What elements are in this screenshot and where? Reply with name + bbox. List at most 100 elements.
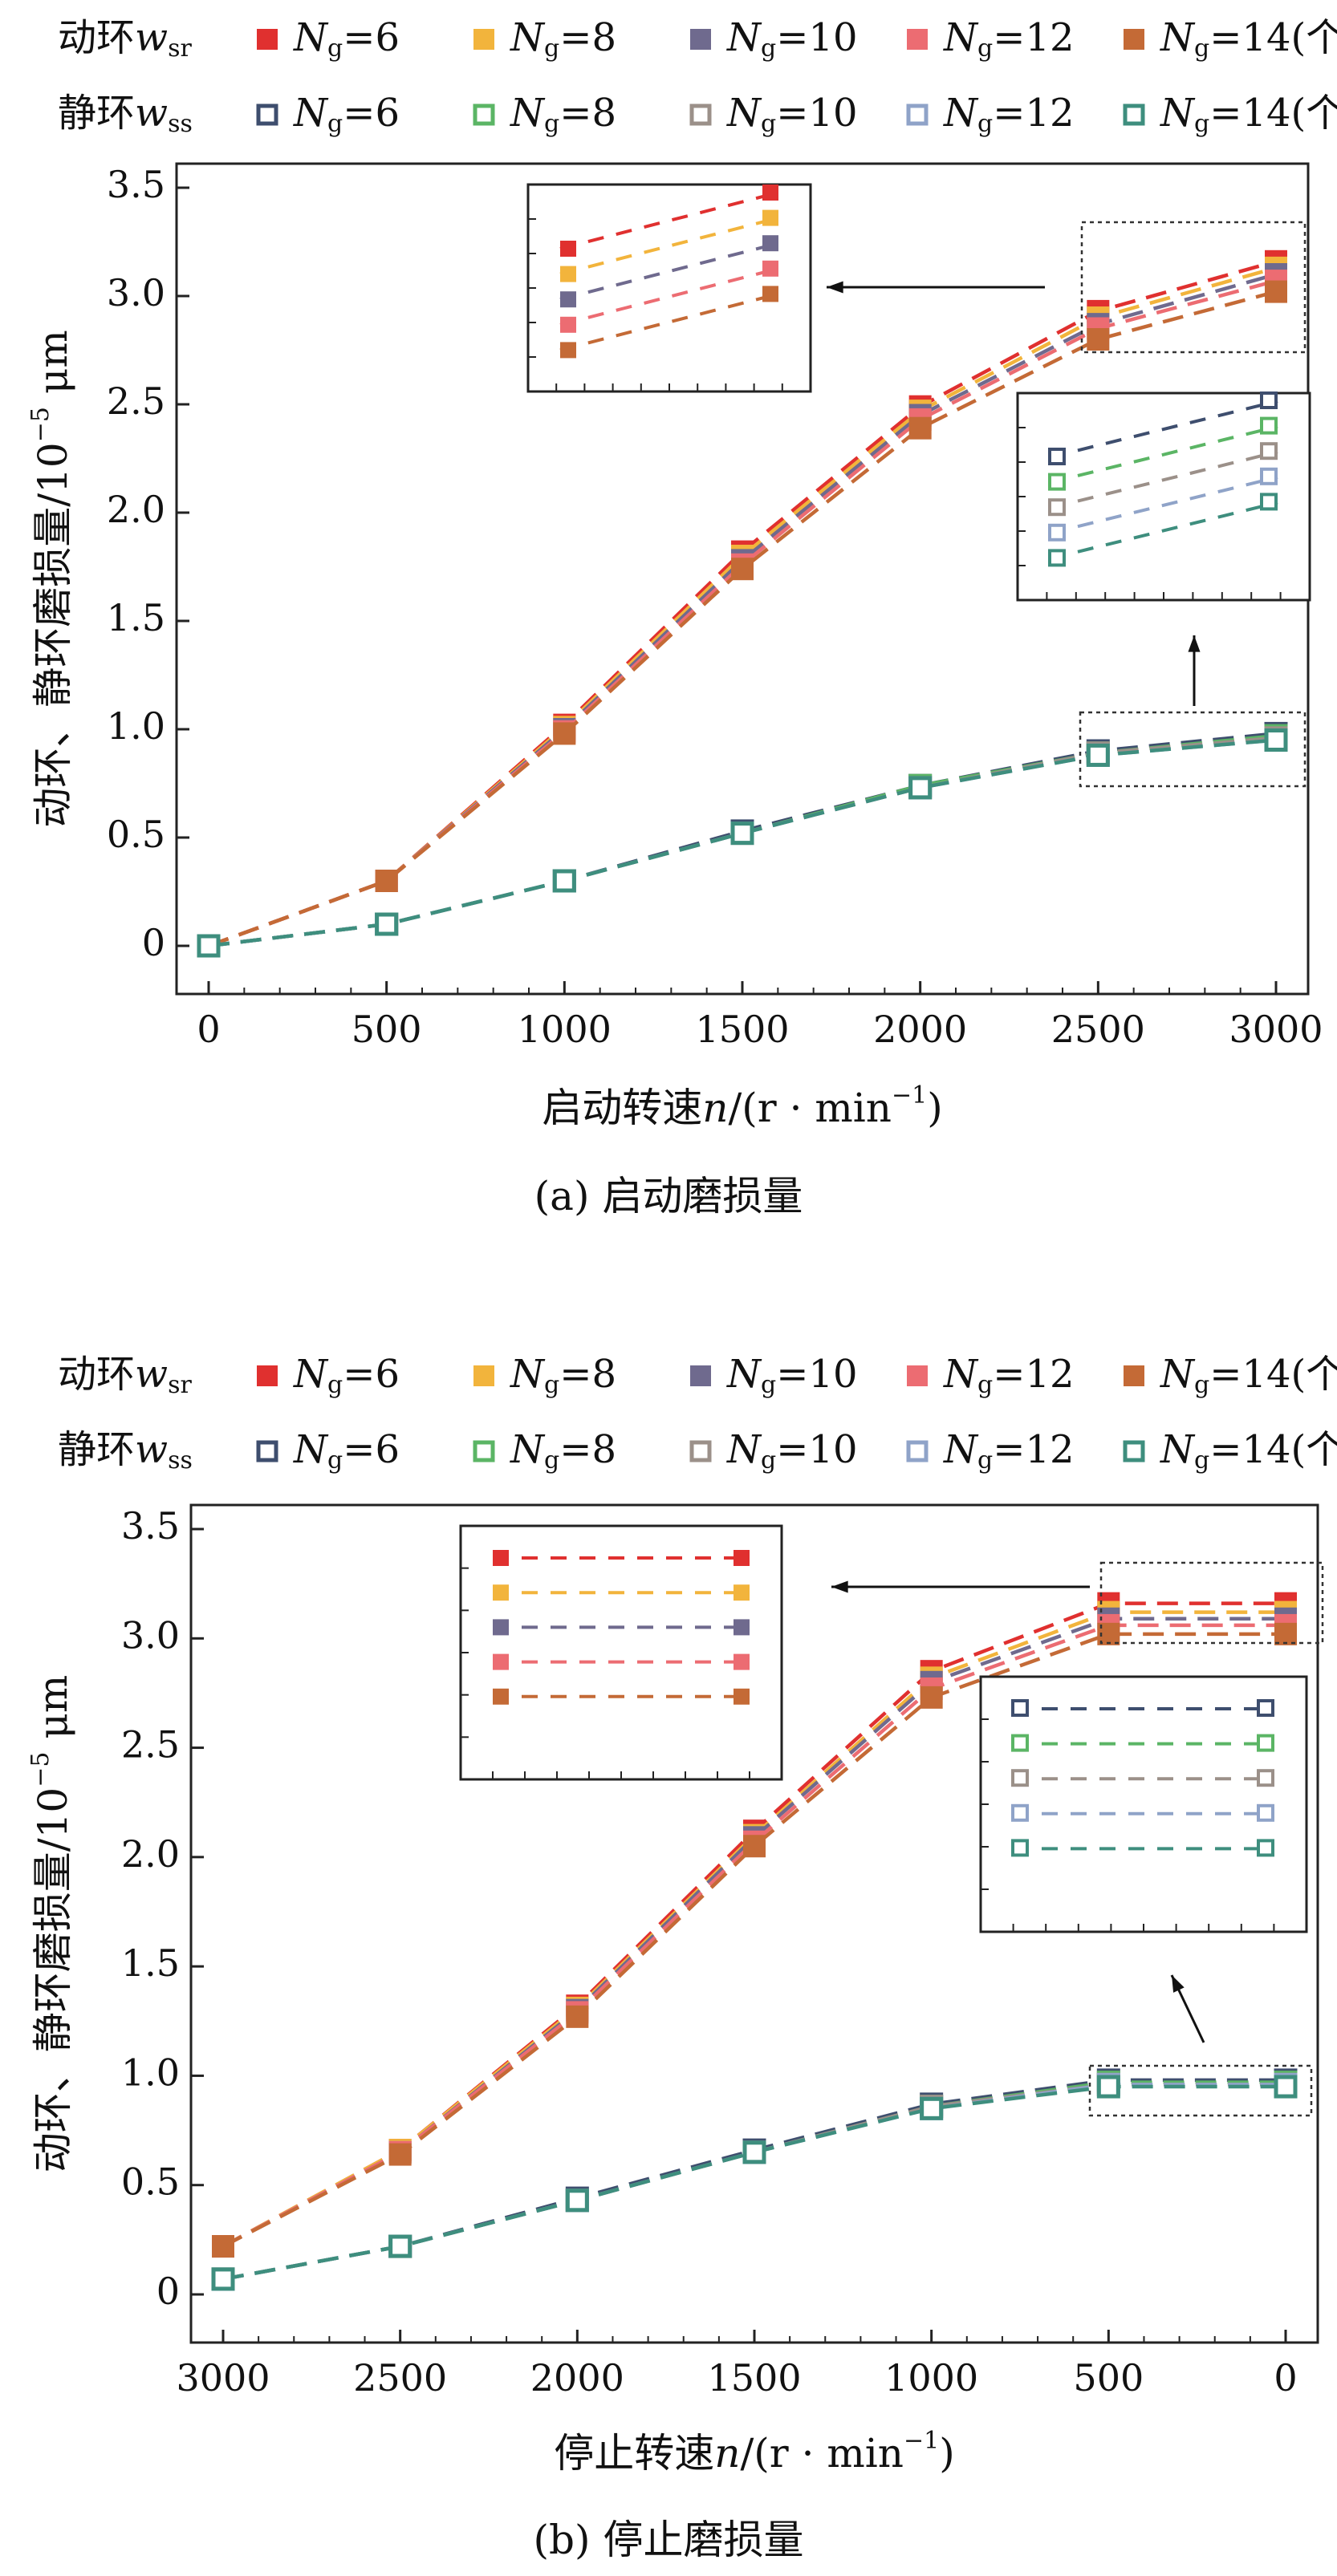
x-axis-label-main: 停止转速: [554, 2430, 714, 2477]
chart-panel-b: 动环wsrNg=6Ng=8Ng=10Ng=12Ng=14(个)静环wssNg=6…: [26, 1352, 1337, 2564]
zoom-arrow-head: [1188, 635, 1201, 652]
zoom-arrow-head: [831, 1580, 848, 1593]
legend-n-subscript: g: [1194, 1446, 1209, 1475]
legend-marker: [1124, 29, 1144, 50]
legend-n-subscript: g: [327, 110, 343, 138]
legend-w-subscript: sr: [168, 1371, 192, 1399]
y-tick-label: 2.0: [107, 488, 165, 531]
zoom-inset-line: [559, 216, 779, 276]
zoom-inset-line: [1049, 501, 1278, 561]
legend-marker: [473, 29, 494, 50]
zoom-inset-line: [559, 241, 779, 302]
series-marker: [197, 934, 221, 958]
zoom-inset-marker: [560, 316, 576, 333]
series-marker: [552, 869, 576, 893]
legend-n-symbol: N: [943, 15, 979, 60]
legend-n-subscript: g: [544, 110, 559, 138]
legend-n-subscript: g: [761, 34, 776, 63]
zoom-inset-marker: [1257, 1803, 1274, 1822]
legend-entry: Ng=6: [293, 1352, 400, 1400]
legend-entry: Ng=10: [726, 91, 858, 139]
zoom-inset-frame: [459, 1524, 783, 1781]
legend-n-symbol: N: [726, 91, 762, 136]
series-marker: [908, 776, 933, 800]
legend-marker: [906, 103, 929, 126]
legend-stationary-name: 静环: [58, 91, 135, 136]
y-tick-label: 0.5: [107, 813, 165, 856]
series-marker: [212, 2235, 234, 2258]
series-marker: [1096, 2075, 1120, 2099]
legend-n-subscript: g: [977, 1371, 993, 1399]
legend-entry-value: =8: [559, 15, 616, 60]
legend-w-symbol: w: [135, 15, 168, 60]
zoom-inset-marker: [1048, 498, 1066, 517]
x-axis-label-unit: /(r · min: [740, 2430, 904, 2477]
series-marker: [211, 2267, 235, 2291]
zoom-inset-marker: [1257, 1769, 1274, 1787]
y-tick-label: 1.0: [121, 2051, 180, 2094]
legend-entry: Ng=12: [943, 91, 1075, 139]
x-axis-label-var: n: [714, 2430, 740, 2477]
legend-marker: [1123, 1440, 1145, 1462]
legend-n-symbol: N: [293, 15, 329, 60]
y-tick-label: 2.0: [121, 1832, 180, 1876]
legend-rotating-name: 动环: [58, 1352, 135, 1397]
legend-entry: Ng=10: [726, 1352, 858, 1400]
series-marker: [742, 2140, 766, 2164]
legend-w-symbol: w: [135, 1427, 168, 1472]
series-marker: [375, 912, 399, 936]
legend-n-symbol: N: [1160, 1352, 1196, 1397]
zoom-inset-marker: [734, 1550, 750, 1566]
y-tick-label: 2.5: [107, 379, 165, 423]
zoom-inset-marker: [493, 1653, 509, 1670]
legend-n-subscript: g: [761, 1446, 776, 1475]
zoom-inset-marker: [1260, 467, 1278, 485]
legend-n-symbol: N: [943, 1352, 979, 1397]
series-marker: [375, 870, 398, 892]
x-axis-label-main: 启动转速: [542, 1085, 702, 1131]
y-axis-label-unit: μm: [30, 330, 76, 407]
legend-marker: [907, 29, 928, 50]
x-tick-label: 500: [352, 1008, 422, 1051]
y-axis-label-main: 动环、静环磨损量/10: [30, 1787, 76, 2172]
legend-stationary-name: 静环: [58, 1427, 135, 1472]
x-tick-label: 1500: [707, 2356, 801, 2400]
zoom-inset-marker: [1048, 473, 1066, 491]
x-tick-label: 1500: [695, 1008, 789, 1051]
y-tick-label: 3.0: [107, 271, 165, 314]
legend-entry-value: =6: [343, 15, 400, 60]
legend-n-symbol: N: [943, 1427, 979, 1472]
x-tick-label: 0: [1274, 2356, 1297, 2400]
zoom-inset-marker: [734, 1584, 750, 1601]
legend-entry: Ng=10: [726, 15, 858, 63]
legend-n-subscript: g: [977, 110, 993, 138]
legend-entry: Ng=8: [510, 1427, 616, 1475]
legend-entry: Ng=8: [510, 91, 616, 139]
series-marker: [1086, 743, 1110, 767]
zoom-inset-marker: [734, 1688, 750, 1705]
zoom-inset-marker: [560, 241, 576, 257]
zoom-inset-marker: [1257, 1699, 1274, 1717]
x-axis-label-sup: −1: [904, 2427, 939, 2455]
series-marker: [565, 2189, 589, 2213]
series-marker: [566, 2005, 589, 2028]
zoom-inset-marker: [1011, 1769, 1029, 1787]
legend-entry: Ng=14(个): [1160, 1427, 1337, 1475]
zoom-inset-marker: [1048, 549, 1066, 567]
y-tick-label: 1.5: [107, 596, 165, 639]
legend-entry-value: =14(个): [1209, 1427, 1337, 1472]
zoom-inset-marker: [734, 1619, 750, 1636]
x-tick-label: 500: [1073, 2356, 1144, 2400]
zoom-source-box: [1099, 1561, 1324, 1645]
x-axis-label-var: n: [702, 1085, 728, 1131]
legend-entry-value: =6: [343, 1352, 400, 1397]
zoom-inset-marker: [560, 342, 576, 359]
y-axis-label: 动环、静环磨损量/10−5 μm: [26, 330, 76, 828]
zoom-inset-marker: [493, 1584, 509, 1601]
zoom-inset-marker: [762, 209, 778, 226]
legend-entry-value: =8: [559, 91, 616, 136]
y-tick-label: 3.5: [121, 1504, 180, 1548]
zoom-inset-marker: [1257, 1839, 1274, 1857]
zoom-inset-marker: [1011, 1734, 1029, 1752]
zoom-inset-marker: [1260, 391, 1278, 409]
